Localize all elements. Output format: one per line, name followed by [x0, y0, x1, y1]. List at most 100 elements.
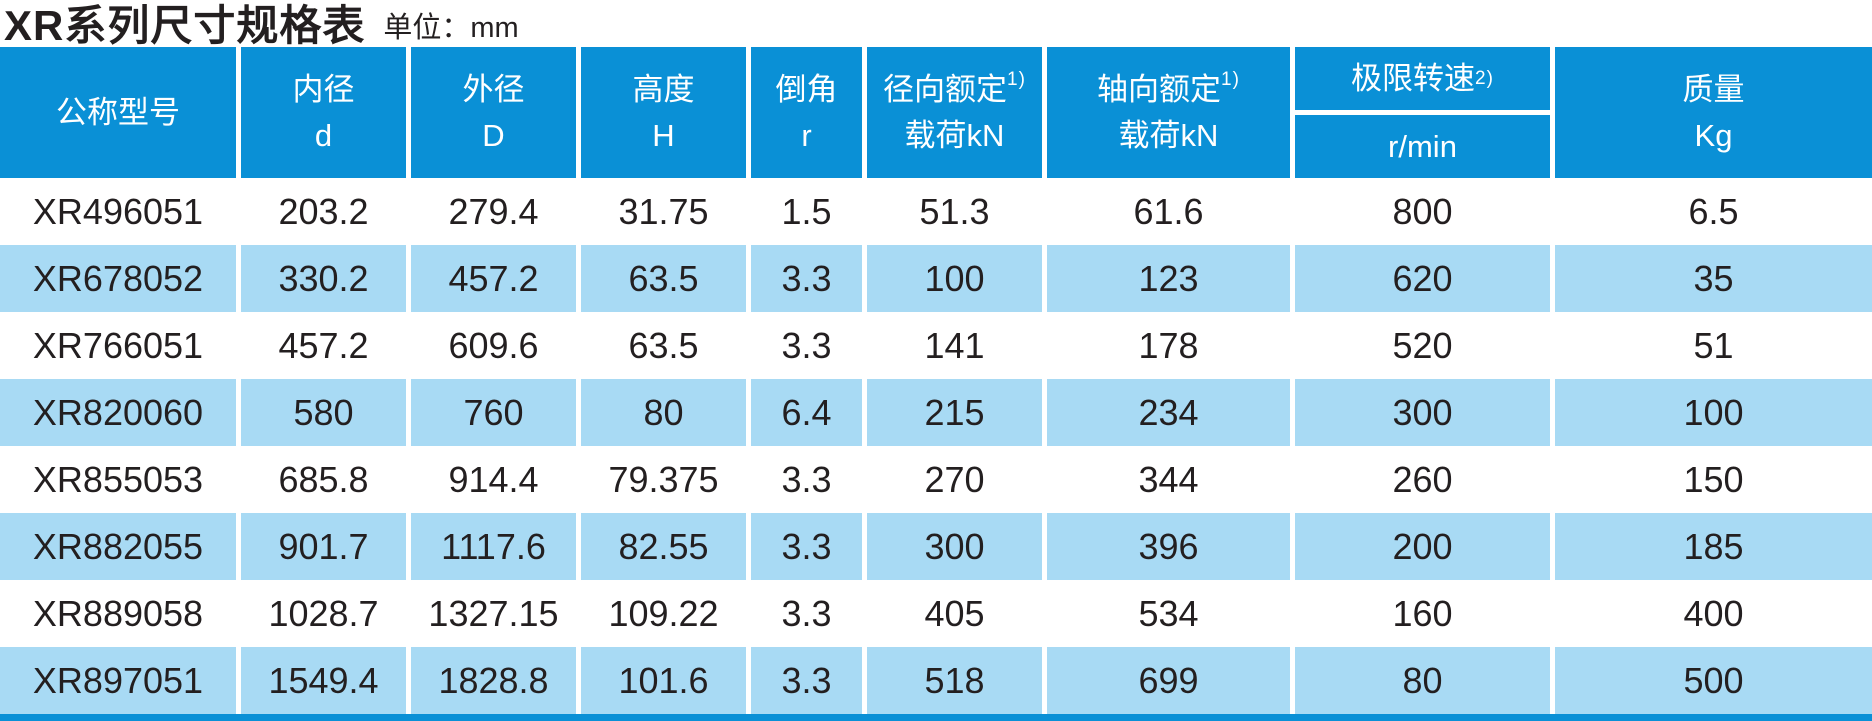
model-cell: XR897051	[0, 647, 236, 714]
table-row: XR678052 330.2 457.2 63.5 3.3 100 123 620 35	[0, 245, 1872, 312]
value-cell: 123	[1042, 245, 1290, 312]
column-header-label: 轴向额定1)	[1097, 68, 1240, 107]
column-header-symbol: r	[801, 117, 812, 153]
value-cell: 82.55	[576, 513, 746, 580]
table-row: XR855053 685.8 914.4 79.375 3.3 270 344 260 150	[0, 446, 1872, 513]
column-header-label: 内径	[292, 71, 355, 107]
value-cell: 685.8	[278, 458, 369, 500]
value-cell: 35	[1550, 245, 1872, 312]
value-cell: 620	[1290, 245, 1550, 312]
value-cell: 1828.8	[406, 647, 576, 714]
value-cell: 914.4	[448, 458, 539, 500]
value-cell: 63.5	[576, 245, 746, 312]
value-cell: 3.3	[781, 592, 832, 634]
table-row: XR897051 1549.4 1828.8 101.6 3.3 518 699 80 500	[0, 647, 1872, 714]
value-cell: 400	[1683, 592, 1744, 634]
value-cell: 3.3	[781, 458, 832, 500]
value-cell: 396	[1042, 513, 1290, 580]
value-cell: 520	[1392, 324, 1453, 366]
value-cell: 6.4	[746, 379, 862, 446]
column-header-radial-load: 径向额定1) 载荷kN	[862, 47, 1042, 178]
header-cell-divider	[1295, 110, 1550, 115]
column-header-unit: 载荷kN	[1118, 117, 1219, 153]
value-cell: 234	[1042, 379, 1290, 446]
model-cell: XR855053	[32, 458, 204, 500]
value-cell: 141	[924, 324, 985, 366]
value-cell: 100	[862, 245, 1042, 312]
model-cell: XR820060	[0, 379, 236, 446]
value-cell: 3.3	[781, 324, 832, 366]
value-cell: 405	[924, 592, 985, 634]
table-row: XR820060 580 760 80 6.4 215 234 300 100	[0, 379, 1872, 446]
value-cell: 150	[1683, 458, 1744, 500]
page-title: XR系列尺寸规格表	[4, 2, 366, 49]
value-cell: 699	[1042, 647, 1290, 714]
table-bottom-border	[0, 714, 1872, 721]
value-cell: 260	[1392, 458, 1453, 500]
model-cell: XR889058	[32, 592, 204, 634]
table-row: XR496051 203.2 279.4 31.75 1.5 51.3 61.6 800 6.5	[0, 178, 1872, 245]
value-cell: 1.5	[781, 190, 832, 232]
column-header-height: 高度 H	[576, 47, 746, 178]
value-cell: 1327.15	[428, 592, 559, 634]
footnote-marker: 1)	[1007, 68, 1026, 90]
column-header-label: 质量	[1682, 71, 1745, 107]
value-cell: 534	[1138, 592, 1199, 634]
column-header-mass: 质量 Kg	[1550, 47, 1872, 178]
value-cell: 100	[1550, 379, 1872, 446]
column-header-chamfer: 倒角 r	[746, 47, 862, 178]
table-row: XR882055 901.7 1117.6 82.55 3.3 300 396 200 185	[0, 513, 1872, 580]
footnote-marker: 1)	[1221, 68, 1240, 90]
value-cell: 31.75	[618, 190, 709, 232]
table-body: XR496051 203.2 279.4 31.75 1.5 51.3 61.6 800 6.5…	[0, 178, 1872, 714]
table-header-row: 公称型号 内径 d 外径 D 高度 H 倒角 r 径向额定1) 载荷kN 轴向额…	[0, 47, 1872, 178]
column-header-symbol: H	[652, 117, 675, 153]
value-cell: 1549.4	[236, 647, 406, 714]
column-header-label: 外径	[462, 71, 525, 107]
value-cell: 61.6	[1133, 190, 1204, 232]
value-cell: 457.2	[406, 245, 576, 312]
value-cell: 609.6	[448, 324, 539, 366]
table-row: XR766051 457.2 609.6 63.5 3.3 141 178 520 51	[0, 312, 1872, 379]
model-cell: XR882055	[0, 513, 236, 580]
column-header-unit: Kg	[1694, 117, 1733, 153]
value-cell: 109.22	[608, 592, 719, 634]
model-cell: XR766051	[32, 324, 204, 366]
value-cell: 215	[862, 379, 1042, 446]
value-cell: 63.5	[628, 324, 699, 366]
value-cell: 760	[406, 379, 576, 446]
unit-label: 单位：mm	[383, 12, 519, 45]
value-cell: 300	[862, 513, 1042, 580]
value-cell: 580	[236, 379, 406, 446]
spec-table: 公称型号 内径 d 外径 D 高度 H 倒角 r 径向额定1) 载荷kN 轴向额…	[0, 47, 1872, 721]
model-cell: XR678052	[0, 245, 236, 312]
column-header-label: 极限转速 2)	[1351, 60, 1494, 96]
value-cell: 203.2	[278, 190, 369, 232]
column-header-symbol: d	[314, 117, 333, 153]
value-cell: 457.2	[278, 324, 369, 366]
value-cell: 79.375	[608, 458, 719, 500]
value-cell: 185	[1550, 513, 1872, 580]
column-header-label: 径向额定1)	[883, 68, 1026, 107]
column-header-model: 公称型号	[0, 47, 236, 178]
value-cell: 500	[1550, 647, 1872, 714]
value-cell: 178	[1138, 324, 1199, 366]
column-header-unit: r/min	[1388, 128, 1457, 164]
value-cell: 80	[1290, 647, 1550, 714]
value-cell: 6.5	[1688, 190, 1739, 232]
value-cell: 101.6	[576, 647, 746, 714]
column-header-label: 公称型号	[56, 94, 180, 130]
column-header-axial-load: 轴向额定1) 载荷kN	[1042, 47, 1290, 178]
page-title-bar: XR系列尺寸规格表 单位：mm	[0, 0, 1872, 47]
column-header-unit: 载荷kN	[904, 117, 1005, 153]
value-cell: 270	[924, 458, 985, 500]
column-header-inner-diameter: 内径 d	[236, 47, 406, 178]
value-cell: 3.3	[746, 647, 862, 714]
value-cell: 51.3	[919, 190, 990, 232]
value-cell: 800	[1392, 190, 1453, 232]
column-header-outer-diameter: 外径 D	[406, 47, 576, 178]
value-cell: 200	[1290, 513, 1550, 580]
table-row: XR889058 1028.7 1327.15 109.22 3.3 405 534 160 4…	[0, 580, 1872, 647]
value-cell: 1028.7	[268, 592, 379, 634]
column-header-label: 高度	[632, 71, 695, 107]
